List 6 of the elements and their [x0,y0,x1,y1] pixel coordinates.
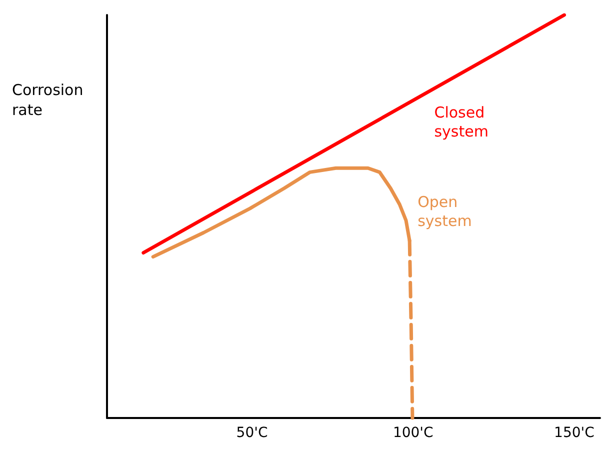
x-tick-label: 150'C [554,425,595,441]
x-tick-label: 100'C [392,425,434,441]
x-tick-label: 50'C [236,425,268,441]
series-label: Closed system [434,104,490,140]
series-label: Open system [418,192,472,230]
y-axis-title: Corrosion rate [12,81,88,119]
